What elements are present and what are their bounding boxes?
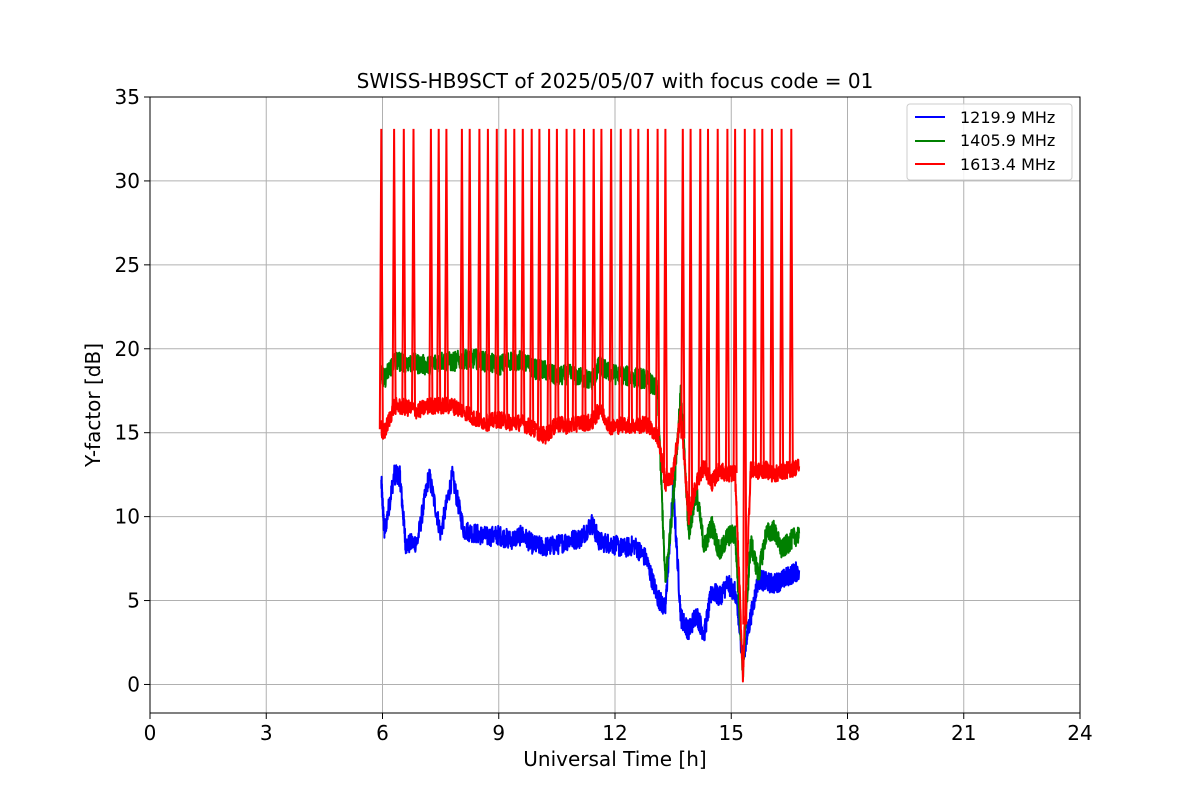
calibration-spike: [645, 128, 651, 427]
calibration-spike: [443, 128, 449, 406]
y-tick-label: 30: [115, 169, 140, 193]
calibration-spike: [628, 128, 633, 426]
calibration-spike: [732, 128, 738, 474]
axis-ticks: 0 3 6 9 12 15 18 21 24 0 5 10 15 20 25 30 35: [115, 85, 1093, 745]
calibration-spike: [564, 128, 570, 426]
y-axis-label: Y-factor [dB]: [81, 343, 105, 468]
calibration-spike: [581, 128, 587, 423]
y-tick-label: 5: [127, 589, 140, 613]
y-tick-label: 20: [115, 337, 140, 361]
y-tick-label: 10: [115, 505, 140, 529]
calibration-spike: [779, 128, 785, 472]
y-tick-label: 15: [115, 421, 140, 445]
calibration-spike: [598, 128, 604, 413]
calibration-spike: [520, 128, 526, 424]
calibration-spike: [436, 128, 442, 406]
calibration-spike: [752, 128, 757, 471]
calibration-spike: [618, 128, 624, 425]
legend-frame: [906, 103, 1073, 181]
calibration-spike: [378, 128, 384, 430]
legend-label-1405: 1405.9 MHz: [960, 131, 1055, 150]
x-tick-label: 15: [719, 721, 744, 745]
calibration-spike: [608, 128, 614, 428]
calibration-spike: [391, 128, 397, 406]
series-line-1613.4: [380, 396, 801, 683]
calibration-spike: [401, 128, 407, 408]
x-tick-label: 9: [492, 721, 505, 745]
calibration-spike: [476, 128, 482, 421]
chart-title: SWISS-HB9SCT of 2025/05/07 with focus co…: [357, 69, 874, 93]
x-tick-label: 12: [602, 721, 627, 745]
calibration-spike: [591, 128, 597, 420]
calibration-spike: [571, 128, 577, 425]
calibration-spike: [503, 128, 509, 422]
x-tick-label: 18: [835, 721, 860, 745]
calibration-spike: [662, 128, 668, 484]
legend-label-1219: 1219.9 MHz: [960, 108, 1055, 127]
calibration-spike: [546, 128, 552, 433]
calibration-spike: [467, 128, 473, 416]
calibration-spike: [494, 128, 500, 420]
x-tick-label: 3: [260, 721, 273, 745]
y-tick-label: 35: [115, 85, 140, 109]
legend: 1219.9 MHz 1405.9 MHz 1613.4 MHz: [906, 103, 1073, 181]
calibration-spike: [724, 128, 730, 475]
calibration-spike: [428, 128, 434, 406]
calibration-spike: [459, 128, 465, 411]
calibration-spike: [715, 128, 721, 474]
y-tick-label: 25: [115, 253, 140, 277]
y-tick-label: 0: [127, 672, 140, 696]
x-tick-label: 0: [144, 721, 157, 745]
calibration-spike: [411, 128, 416, 410]
calibration-spike: [529, 128, 535, 429]
x-tick-label: 6: [376, 721, 389, 745]
calibration-spike: [769, 128, 775, 474]
calibration-spike: [536, 128, 542, 433]
calibration-spike: [742, 128, 748, 625]
plot-series: [378, 128, 801, 683]
calibration-spike: [485, 128, 491, 423]
calibration-spike: [697, 128, 703, 475]
calibration-spike: [655, 128, 661, 437]
x-tick-label: 21: [951, 721, 976, 745]
calibration-spike: [788, 128, 794, 469]
calibration-spike: [759, 128, 765, 471]
calibration-spike: [554, 128, 560, 425]
calibration-spike: [705, 128, 711, 475]
calibration-spike: [688, 128, 694, 509]
calibration-spike: [635, 128, 641, 426]
x-tick-label: 24: [1067, 721, 1092, 745]
x-axis-label: Universal Time [h]: [523, 747, 706, 771]
calibration-spike: [680, 128, 686, 439]
legend-label-1613: 1613.4 MHz: [960, 155, 1055, 174]
calibration-spike: [511, 128, 517, 423]
